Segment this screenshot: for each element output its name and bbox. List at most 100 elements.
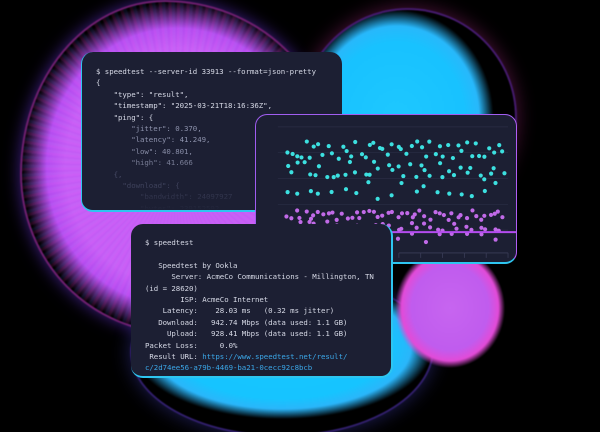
graph-dot (326, 211, 332, 216)
json-line: "latency": 41.249, (96, 135, 211, 145)
graph-dot (469, 227, 474, 232)
graph-dot (352, 170, 358, 175)
graph-dot (446, 142, 451, 148)
graph-dot (308, 172, 313, 177)
graph-dot (474, 214, 479, 219)
graph-dot (399, 211, 405, 216)
graph-dot (482, 177, 487, 182)
graph-dot (427, 225, 433, 230)
graph-dot (473, 141, 478, 146)
graph-dot (421, 221, 427, 226)
graph-dot (409, 143, 414, 149)
graph-dot (425, 263, 429, 264)
magenta-blob-right (395, 248, 505, 368)
graph-dot (500, 149, 505, 154)
graph-dot (456, 143, 461, 148)
json-line: "bandwidth": 24097927 (96, 192, 233, 202)
graph-dot (500, 215, 505, 220)
graph-dot (395, 236, 401, 241)
graph-dot (354, 190, 359, 196)
graph-dot (419, 145, 425, 150)
graph-dot (295, 191, 300, 196)
graph-dot (354, 210, 360, 215)
graph-dot (371, 159, 377, 164)
graph-dot (497, 143, 502, 148)
json-line: "type": "result", (96, 89, 189, 99)
graph-dot (284, 214, 289, 219)
speedtest-result-terminal[interactable]: $ speedtest Speedtest by Ookla Server: A… (131, 224, 393, 378)
graph-dot (329, 151, 334, 156)
graph-dot (458, 165, 463, 170)
graph-dot (367, 172, 372, 177)
graph-dot (357, 215, 362, 221)
graph-dot (311, 144, 316, 149)
graph-dot (437, 144, 443, 149)
graph-dot (437, 211, 442, 216)
graph-dot (380, 146, 385, 151)
graph-dot (387, 163, 392, 168)
graph-dot (320, 152, 325, 157)
graph-dot (390, 167, 395, 173)
graph-dot (451, 173, 457, 178)
graph-dot (436, 227, 441, 232)
graph-dot (482, 188, 487, 194)
graph-dot (321, 212, 326, 217)
graph-dot (479, 232, 484, 237)
graph-dot (375, 196, 380, 201)
result-rows: Server: AcmeCo Communications - Millingt… (145, 272, 374, 349)
graph-dot (375, 214, 380, 220)
graph-dot (459, 148, 464, 153)
result-row: Server: AcmeCo Communications - Millingt… (149, 272, 374, 282)
graph-dot (396, 164, 401, 169)
graph-dot (502, 171, 507, 176)
graph-dot (289, 170, 294, 175)
result-url-line2[interactable]: c/2d74ee56-a79b-4469-ba21-0cecc92c8bcb (145, 363, 313, 373)
graph-dot (454, 263, 458, 264)
graph-dot (315, 191, 320, 196)
graph-dot (290, 151, 295, 157)
graph-dot (492, 150, 497, 155)
graph-dot (424, 154, 429, 159)
result-row: Upload: 928.41 Mbps (data used: 1.1 GB) (145, 329, 348, 339)
graph-dot (325, 219, 330, 224)
graph-dot (398, 146, 403, 152)
graph-dot (478, 173, 483, 178)
result-url-line1[interactable]: https://www.speedtest.net/result/ (197, 352, 348, 362)
result-row: Latency: 28.03 ms (0.32 ms jitter) (145, 306, 335, 316)
graph-dot (389, 142, 394, 147)
result-url-label: Result URL: (145, 352, 198, 362)
graph-dot (439, 263, 443, 264)
graph-dot (427, 173, 432, 178)
json-line: "download": { (96, 181, 180, 191)
graph-dot (344, 148, 349, 154)
json-line: "low": 40.801, (96, 146, 193, 156)
graph-dot (295, 160, 300, 165)
graph-dot (468, 165, 473, 171)
graph-dot (450, 155, 456, 161)
graph-dot (422, 168, 427, 173)
graph-dot (366, 180, 371, 185)
graph-dot (477, 153, 482, 159)
graph-dot (483, 227, 488, 232)
graph-dot (329, 189, 334, 195)
graph-dot (364, 172, 369, 177)
graph-dot (465, 170, 470, 175)
graph-dot (479, 217, 484, 222)
graph-dot (408, 162, 413, 167)
graph-dot (464, 224, 469, 229)
graph-dot (491, 166, 496, 171)
graph-dot (285, 190, 290, 195)
graph-dot (446, 169, 452, 174)
result-row: Packet Loss: 0.0% (145, 340, 238, 350)
graph-dot (479, 225, 484, 230)
graph-dot (492, 211, 497, 216)
graph-dot (311, 213, 316, 218)
prompt-line: $ speedtest (145, 238, 194, 247)
graph-dot (331, 175, 336, 180)
graph-dot (313, 173, 318, 178)
graph-dot (414, 174, 419, 180)
graph-dot (345, 216, 350, 221)
graph-dot (343, 172, 348, 177)
json-line: "high": 41.666 (96, 158, 193, 168)
